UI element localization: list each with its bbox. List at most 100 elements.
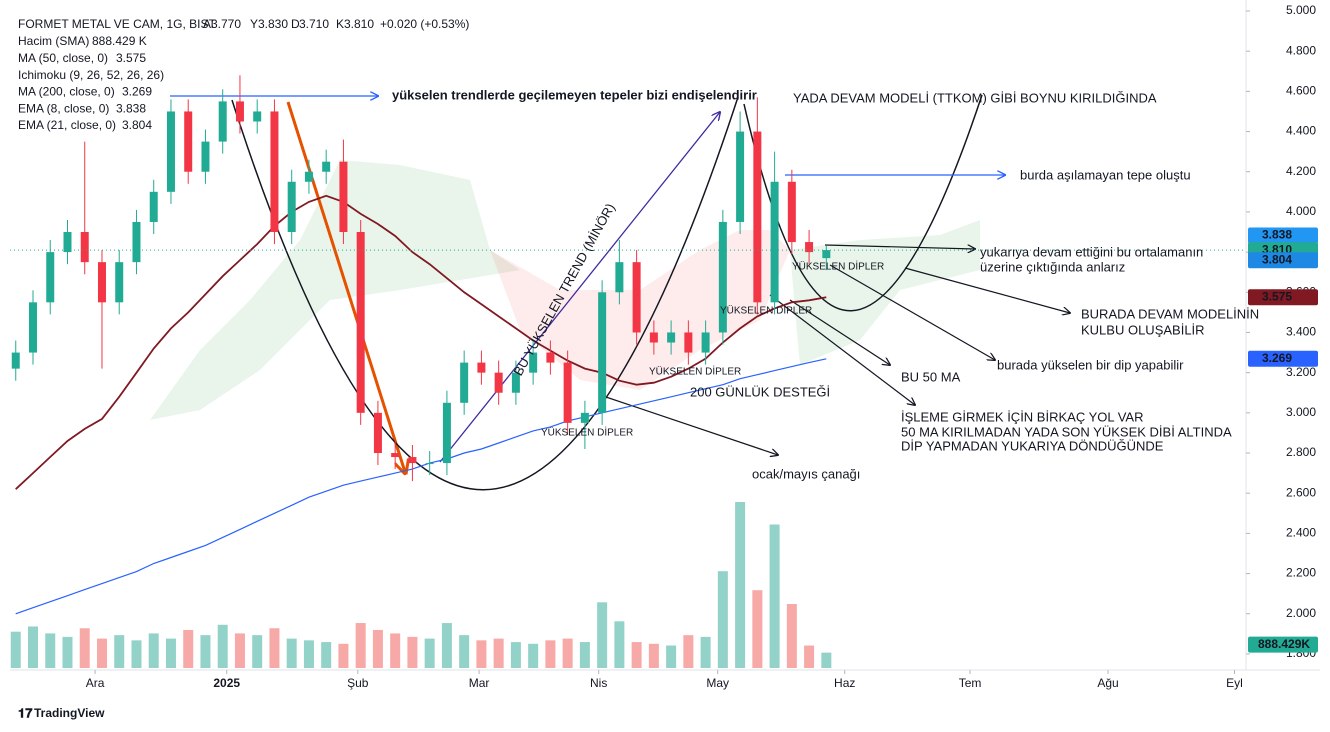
candle-body	[391, 453, 400, 458]
candle-body	[805, 242, 814, 253]
volume-bar	[631, 642, 642, 668]
x-tick-label: Ağu	[1097, 676, 1118, 690]
y-tick-label: 2.200	[1286, 566, 1316, 580]
volume-bar	[493, 638, 504, 668]
y-tick-label: 2.400	[1286, 526, 1316, 540]
candle-body	[80, 232, 89, 263]
volume-bar	[821, 652, 832, 668]
symbol-title: FORMET METAL VE CAM, 1G, BIST	[18, 17, 216, 31]
candle-body	[97, 262, 106, 303]
candle-body	[287, 181, 296, 233]
price-label: 3.575	[1262, 289, 1292, 303]
volume-bar	[683, 635, 694, 668]
volume-bar	[234, 633, 245, 668]
volume-bar	[528, 643, 539, 668]
price-label-box	[1248, 350, 1318, 367]
y-tick-label: 4.200	[1286, 164, 1316, 178]
volume-bar	[459, 635, 470, 668]
volume-bar	[804, 645, 815, 668]
volume-bar	[338, 643, 349, 668]
indicator-value: 3.838	[116, 101, 146, 115]
candle-body	[649, 332, 658, 343]
candle-body	[632, 262, 641, 333]
x-tick-label: Şub	[347, 676, 369, 690]
candle-body	[235, 101, 244, 122]
y-tick-label: 4.000	[1286, 204, 1316, 218]
volume-bar	[79, 628, 90, 668]
candle-body	[563, 362, 572, 423]
volume-bar	[562, 638, 573, 668]
indicator-name: EMA (21, close, 0)	[18, 118, 116, 132]
volume-bar	[355, 623, 366, 668]
volume-bar	[183, 629, 194, 668]
volume-bar	[286, 638, 297, 668]
indicator-name: MA (200, close, 0)	[18, 85, 115, 99]
candle-body	[373, 412, 382, 454]
volume-bar	[579, 642, 590, 668]
x-tick-label: Mar	[469, 676, 490, 690]
x-tick-label: Tem	[959, 676, 982, 690]
candle-body	[511, 372, 520, 393]
indicator-value: 3.575	[116, 51, 146, 65]
candle-body	[753, 131, 762, 303]
brand-logo: 𝟏𝟕	[18, 705, 33, 720]
candle-body	[460, 362, 469, 403]
candle-body	[442, 402, 451, 464]
volume-bar	[786, 604, 797, 668]
ohlc-value: 3.830	[258, 17, 288, 31]
ohlc-value: 3.770	[211, 17, 241, 31]
volume-bar	[217, 624, 228, 668]
price-label: 3.838	[1262, 228, 1292, 242]
volume-bar	[96, 638, 107, 668]
brand-name: TradingView	[34, 706, 105, 720]
candle-body	[166, 111, 175, 192]
candle-body	[425, 463, 434, 465]
change: +0.020 (+0.53%)	[380, 17, 469, 31]
indicator-name: EMA (8, close, 0)	[18, 101, 109, 115]
candle-body	[598, 292, 607, 413]
ohlc-value: 3.810	[344, 17, 374, 31]
price-label-box	[1248, 289, 1318, 306]
ohlc-key: Y	[250, 17, 258, 31]
price-label-box	[1248, 227, 1318, 244]
candle-body	[580, 412, 589, 423]
x-tick-label: Haz	[834, 676, 855, 690]
price-label: 3.804	[1262, 252, 1292, 266]
annotation: YADA DEVAM MODELİ (TTKOM) GİBİ BOYNU KIR…	[793, 90, 1157, 105]
candle-body	[46, 252, 55, 303]
volume-bar	[303, 640, 314, 668]
y-tick-label: 3.400	[1286, 325, 1316, 339]
candle-body	[201, 141, 210, 172]
candle-body	[63, 232, 72, 253]
volume-bar	[700, 636, 711, 668]
x-tick-label: 2025	[213, 676, 240, 690]
candle-body	[149, 191, 158, 222]
candle-body	[253, 111, 262, 122]
y-tick-label: 2.000	[1286, 606, 1316, 620]
ohlc-key: K	[336, 17, 344, 31]
indicator-value: 3.269	[122, 85, 152, 99]
y-tick-label: 3.200	[1286, 365, 1316, 379]
ma-line	[15, 194, 827, 490]
candle-body	[615, 262, 624, 293]
ma-line	[15, 358, 827, 615]
volume-bar	[717, 571, 728, 668]
candle-body	[667, 332, 676, 343]
y-tick-label: 4.800	[1286, 43, 1316, 57]
candle-body	[822, 250, 831, 259]
annotation: 50 MA KIRILMADAN YADA SON YÜKSEK DİBİ AL…	[901, 424, 1232, 439]
candle-body	[770, 181, 779, 303]
volume-bar	[165, 638, 176, 668]
volume-label-box	[1248, 636, 1318, 653]
volume-label: 888.429K	[1258, 637, 1310, 651]
x-tick-label: May	[706, 676, 729, 690]
volume-bar	[390, 633, 401, 668]
volume-bar	[269, 628, 280, 668]
indicator-name: Hacim (SMA)	[18, 34, 89, 48]
volume-bar	[62, 636, 73, 668]
candle-body	[546, 352, 555, 363]
candle-body	[736, 131, 745, 222]
volume-bar	[131, 640, 142, 668]
candle-body	[787, 181, 796, 243]
